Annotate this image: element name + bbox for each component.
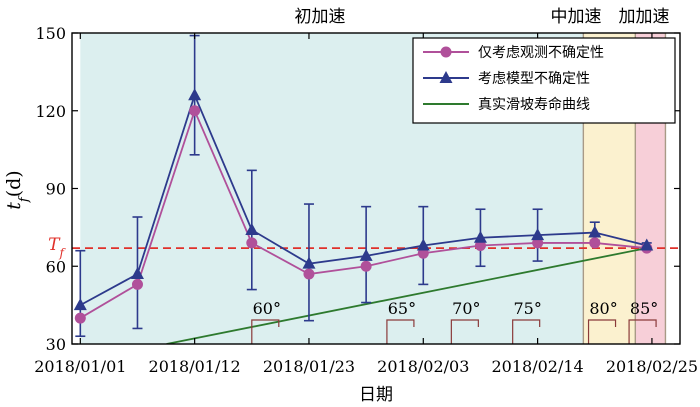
x-tick-label-1: 2018/01/12 <box>149 357 241 376</box>
point-triangle-8 <box>531 228 545 241</box>
legend-label-1: 考虑模型不确定性 <box>478 71 590 87</box>
legend-label-0: 仅考虑观测不确定性 <box>478 45 604 61</box>
point-circle-0 <box>74 312 86 324</box>
truth-series <box>166 247 647 344</box>
point-circle-2 <box>189 105 201 117</box>
point-triangle-0 <box>73 298 87 311</box>
angle-label-1: 65° <box>388 299 416 318</box>
y-tick-label-2: 90 <box>46 180 66 199</box>
angle-label-3: 75° <box>513 299 541 318</box>
point-triangle-3 <box>245 222 259 235</box>
y-axis-title: tf(d) <box>3 170 32 209</box>
x-axis-title: 日期 <box>359 385 393 405</box>
point-triangle-4 <box>302 256 316 269</box>
threshold-line: Tf <box>48 235 680 260</box>
angle-marks: 60° 65° 70° 75° 80° 85° <box>251 299 658 344</box>
point-circle-6 <box>417 247 429 259</box>
phase-labels: 初加速 中加速 加加速 <box>295 7 670 27</box>
legend-label-2: 真实滑坡寿命曲线 <box>478 96 590 113</box>
x-tick-label-4: 2018/02/14 <box>492 357 584 376</box>
angle-bracket-1 <box>386 319 415 344</box>
y-tick-label-4: 150 <box>35 24 66 43</box>
x-tick-label-2: 2018/01/23 <box>263 357 355 376</box>
point-triangle-5 <box>359 248 373 261</box>
series-markers <box>73 88 654 324</box>
phase-label-1: 中加速 <box>551 7 602 27</box>
angle-label-0: 60° <box>253 299 281 318</box>
angle-bracket-5 <box>628 319 657 344</box>
angle-bracket-4 <box>587 319 617 344</box>
point-triangle-7 <box>473 230 487 243</box>
point-circle-1 <box>131 278 143 290</box>
point-circle-5 <box>360 260 372 272</box>
point-triangle-1 <box>130 267 144 280</box>
point-triangle-10 <box>640 238 654 251</box>
angle-label-5: 85° <box>630 299 658 318</box>
truth-series-line <box>166 247 647 344</box>
threshold-label: Tf <box>48 235 66 260</box>
point-triangle-9 <box>588 225 602 238</box>
point-circle-8 <box>532 237 544 249</box>
point-circle-7 <box>474 240 486 252</box>
point-triangle-2 <box>188 88 202 101</box>
legend-marker-triangle <box>439 71 453 83</box>
x-tick-label-5: 2018/02/25 <box>606 357 698 376</box>
legend-marker-circle <box>440 46 452 58</box>
phase-label-2: 加加速 <box>619 7 670 27</box>
y-tick-label-0: 30 <box>46 335 66 354</box>
angle-bracket-2 <box>450 319 479 344</box>
axes: 30 60 90 120 150 2018/01/01 2018/01/12 2018/01/… <box>3 24 698 405</box>
angle-bracket-0 <box>251 319 280 344</box>
angle-bracket-3 <box>512 319 541 344</box>
y-tick-label-3: 120 <box>35 102 66 121</box>
x-tick-label-0: 2018/01/01 <box>34 357 126 376</box>
point-circle-4 <box>303 268 315 280</box>
point-circle-3 <box>246 237 258 249</box>
angle-label-4: 80° <box>589 299 617 318</box>
phase-label-0: 初加速 <box>295 7 346 27</box>
point-triangle-6 <box>416 238 430 251</box>
point-circle-9 <box>589 237 601 249</box>
x-tick-label-3: 2018/02/03 <box>377 357 469 376</box>
angle-label-2: 70° <box>452 299 480 318</box>
y-tick-label-1: 60 <box>46 257 66 276</box>
